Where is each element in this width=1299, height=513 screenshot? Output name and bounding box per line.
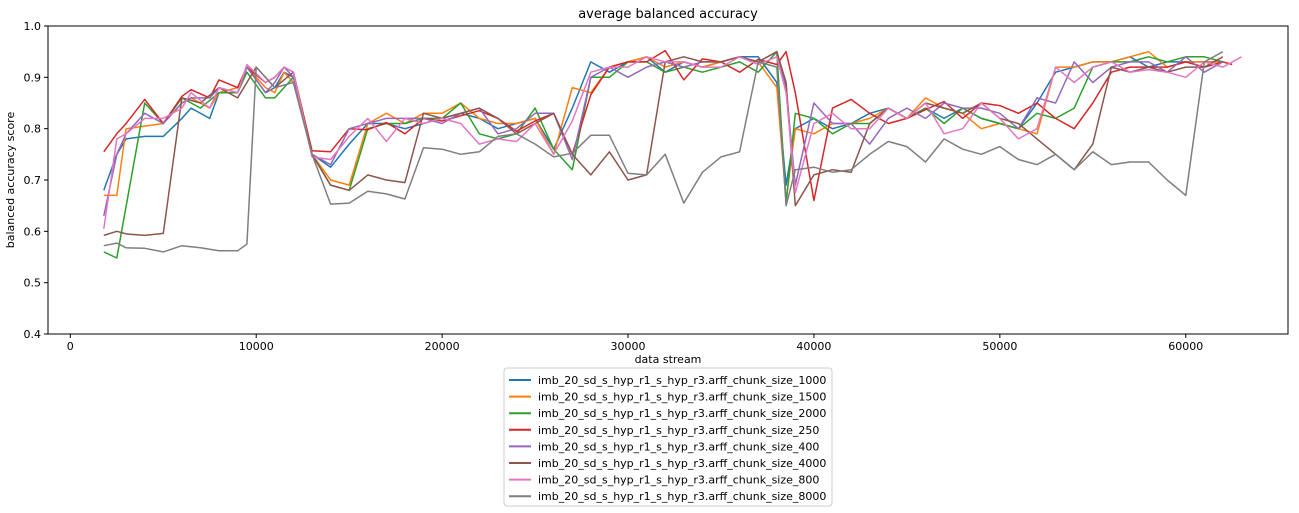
x-tick-label: 20000: [425, 340, 460, 353]
y-tick-label: 0.5: [24, 277, 42, 290]
y-axis-label: balanced accuracy score: [4, 112, 17, 249]
y-axis: 0.4 0.5 0.6 0.7 0.8 0.9 1.0: [24, 20, 48, 341]
x-axis: 0 10000 20000 30000 40000 50000 60000: [67, 334, 1203, 353]
legend-label-2: imb_20_sd_s_hyp_r1_s_hyp_r3.arff_chunk_s…: [538, 407, 826, 420]
legend: imb_20_sd_s_hyp_r1_s_hyp_r3.arff_chunk_s…: [503, 367, 833, 507]
legend-box: [503, 367, 833, 507]
series-line-6: [103, 56, 1242, 229]
series-line-1: [103, 50, 1223, 202]
x-tick-label: 10000: [239, 340, 274, 353]
x-tick-label: 0: [67, 340, 74, 353]
legend-label-0: imb_20_sd_s_hyp_r1_s_hyp_r3.arff_chunk_s…: [538, 374, 826, 387]
series-line-4: [103, 50, 1224, 217]
chart-title: average balanced accuracy: [578, 7, 758, 22]
x-tick-label: 50000: [982, 340, 1017, 353]
legend-label-3: imb_20_sd_s_hyp_r1_s_hyp_r3.arff_chunk_s…: [538, 424, 819, 437]
y-tick-label: 0.8: [24, 123, 42, 136]
y-tick-label: 0.9: [24, 71, 42, 84]
legend-label-6: imb_20_sd_s_hyp_r1_s_hyp_r3.arff_chunk_s…: [538, 474, 819, 487]
x-tick-label: 30000: [611, 340, 646, 353]
series-line-7: [103, 51, 1224, 253]
x-tick-label: 60000: [1168, 340, 1203, 353]
y-tick-label: 0.7: [24, 174, 42, 187]
legend-label-1: imb_20_sd_s_hyp_r1_s_hyp_r3.arff_chunk_s…: [538, 391, 826, 404]
y-tick-label: 0.6: [24, 225, 42, 238]
y-tick-label: 0.4: [24, 328, 42, 341]
legend-label-7: imb_20_sd_s_hyp_r1_s_hyp_r3.arff_chunk_s…: [538, 490, 826, 503]
series-line-2: [103, 50, 1224, 259]
plot-area: [103, 49, 1242, 259]
x-axis-label: data stream: [635, 353, 702, 366]
y-tick-label: 1.0: [24, 20, 42, 33]
legend-label-5: imb_20_sd_s_hyp_r1_s_hyp_r3.arff_chunk_s…: [538, 457, 826, 470]
x-tick-label: 40000: [796, 340, 831, 353]
legend-label-4: imb_20_sd_s_hyp_r1_s_hyp_r3.arff_chunk_s…: [538, 440, 819, 453]
